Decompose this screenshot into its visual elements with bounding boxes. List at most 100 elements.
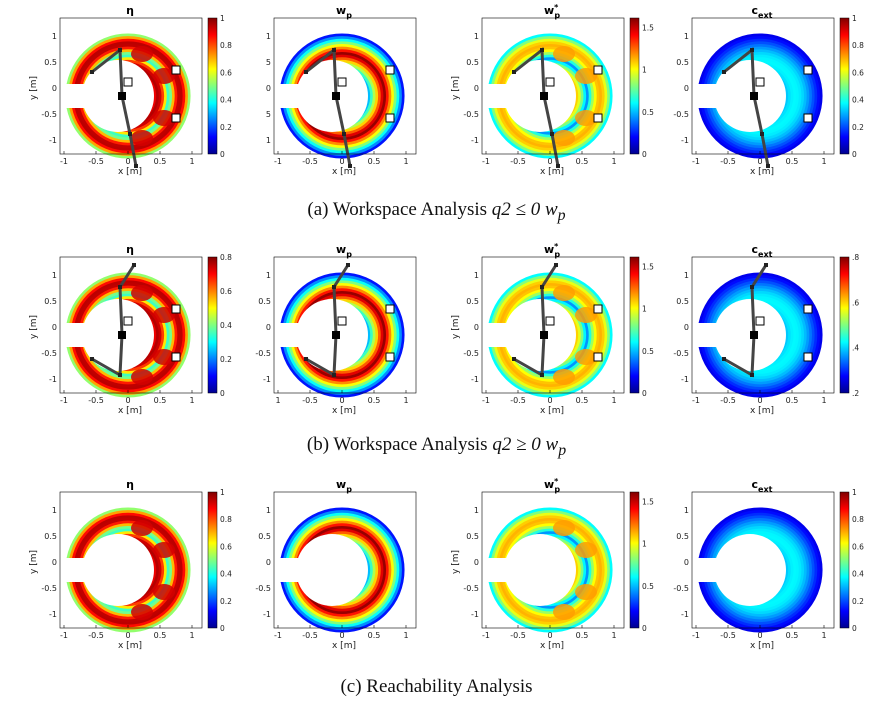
- panel-title: cext: [752, 478, 773, 494]
- x-tick-label: 1: [821, 157, 826, 166]
- x-tick-label: 1: [403, 631, 408, 640]
- axes-frame: [481, 491, 625, 629]
- x-tick-label: 0.5: [154, 396, 167, 405]
- y-axis-label: y [m]: [451, 315, 461, 339]
- y-tick-label: 0.5: [258, 297, 271, 306]
- colorbar: [839, 17, 850, 155]
- colorbar-tick-label: 0.6: [220, 542, 232, 551]
- robot-base-marker: [750, 331, 758, 339]
- y-tick-label: -1: [263, 375, 271, 384]
- x-tick-label: 1: [403, 157, 408, 166]
- robot-arm-joint: [342, 132, 346, 136]
- robot-arm-joint: [132, 263, 136, 267]
- panel-b-3: w* p -1 -0.5 0 0.5 1 x [m] -1 -0.5 0 0.5 1 y [m] 0 0.5 1…: [451, 242, 654, 416]
- x-tick-label: -1: [60, 396, 68, 405]
- target-marker: [545, 316, 555, 326]
- colorbar-tick-label: 0: [220, 389, 225, 398]
- axes-frame: [59, 17, 203, 155]
- robot-arm-joint: [332, 48, 336, 52]
- colorbar-tick-label: 0.4: [220, 321, 232, 330]
- y-tick-label: 1: [474, 271, 479, 280]
- x-tick-label: -0.5: [302, 396, 318, 405]
- robot-arm: [304, 47, 395, 168]
- x-tick-label: 0: [547, 631, 552, 640]
- x-axis-label: x [m]: [118, 167, 142, 177]
- x-tick-label: -0.5: [302, 631, 318, 640]
- y-tick-label: -0.5: [463, 110, 479, 119]
- y-tick-label: 0: [474, 558, 479, 567]
- colorbar-tick-label: 0.8: [852, 41, 864, 50]
- panel-title-sub: p: [554, 250, 560, 259]
- x-axis-label: x [m]: [332, 167, 356, 177]
- robot-arm-joint: [134, 164, 138, 168]
- robot-arm-joint: [512, 357, 516, 361]
- x-tick-label: 0.5: [368, 157, 381, 166]
- x-tick-label: 0: [547, 396, 552, 405]
- colorbar: [207, 256, 218, 394]
- axes-frame: [273, 256, 417, 394]
- robot-arm-joint: [118, 48, 122, 52]
- panel-a-3: w* p -1 -0.5 0 0.5 1 x [m] -1 -0.5 0 0.5 1 y [m] 0 0.5 1…: [451, 3, 654, 177]
- y-tick-label: 0.5: [44, 58, 57, 67]
- heatmap-lobe: [153, 307, 175, 323]
- robot-arm: [512, 47, 603, 168]
- y-tick-label: 0.5: [258, 532, 271, 541]
- x-tick-label: 1: [821, 631, 826, 640]
- x-axis-label: x [m]: [540, 167, 564, 177]
- colorbar-tick-label: 1: [642, 540, 647, 549]
- colorbar-tick-label: 1.5: [642, 24, 654, 33]
- panel-title-sub: p: [346, 485, 352, 494]
- heatmap-lobe: [153, 542, 175, 558]
- heatmap: [276, 33, 405, 159]
- x-tick-label: 1: [189, 157, 194, 166]
- panel-a-2: wp -1 -0.5 0 0.5 1 x [m] 1 5 0 5 1: [266, 4, 417, 177]
- panel-c-1: η -1 -0.5 0 0.5 1 x [m] -1 -0.5 0 0.5 1 y [m] 0 0.2 0.4…: [29, 478, 232, 651]
- y-tick-label: 0.5: [466, 297, 479, 306]
- robot-arm-joint: [90, 357, 94, 361]
- robot-arm: [512, 263, 603, 378]
- panel-title: wp: [336, 478, 352, 494]
- y-tick-label: -1: [49, 610, 57, 619]
- workspace-notch: [62, 323, 120, 347]
- y-tick-label: -0.5: [41, 110, 57, 119]
- target-marker: [755, 316, 765, 326]
- panel-c-4: cext -1 -0.5 0 0.5 1 x [m] -1 -0.5 0 0.5 1 0 0.2 0.4 0.…: [673, 478, 864, 651]
- robot-arm-joint: [128, 132, 132, 136]
- caption-math-sub: p: [558, 441, 567, 459]
- y-tick-label: 1: [52, 271, 57, 280]
- y-tick-label: -0.5: [463, 584, 479, 593]
- robot-arm-joint: [304, 357, 308, 361]
- y-tick-label: 0: [684, 323, 689, 332]
- panel-b-1: η -1 -0.5 0 0.5 1 x [m] -1 -0.5 0 0.5 1 y [m] 0 0.2 0.4…: [29, 243, 232, 416]
- colorbar: [839, 491, 850, 629]
- heatmap-lobe: [575, 542, 597, 558]
- y-tick-label: 1: [52, 506, 57, 515]
- y-tick-label: -0.5: [463, 349, 479, 358]
- y-tick-label: 5: [266, 58, 271, 67]
- y-axis-label: y [m]: [451, 76, 461, 100]
- panel-title: cext: [752, 243, 773, 259]
- heatmap-lobe: [131, 285, 153, 301]
- target-marker: [171, 113, 181, 123]
- heatmap: [694, 272, 823, 398]
- heatmap: [694, 507, 823, 633]
- y-tick-label: -0.5: [41, 584, 57, 593]
- x-tick-label: 0: [757, 157, 762, 166]
- colorbar: [207, 17, 218, 155]
- target-marker: [593, 304, 603, 314]
- robot-base-marker: [118, 92, 126, 100]
- heatmap: [276, 272, 405, 398]
- panel-title: w* p: [544, 242, 560, 259]
- figure-row-b: η-1 -0.5 0 0.5 1x [m]-1-0.500.51y [m]00.20.4…: [29, 242, 859, 416]
- robot-arm: [722, 263, 813, 378]
- panel-title: wp: [336, 243, 352, 259]
- x-tick-label: -0.5: [88, 396, 104, 405]
- x-tick-label: 0: [339, 631, 344, 640]
- y-tick-label: 0: [474, 323, 479, 332]
- x-tick-label: -1: [692, 396, 700, 405]
- panel-a-1: η -1 -0.5 0 0.5 1 x [m] -1 -0.5 0 0.5 1 y [m] 0 0.2 0.4…: [29, 4, 232, 177]
- colorbar-tick-label: 1: [220, 488, 225, 497]
- colorbar-tick-label: .6: [852, 298, 859, 307]
- panel-title-sup: *: [554, 477, 559, 486]
